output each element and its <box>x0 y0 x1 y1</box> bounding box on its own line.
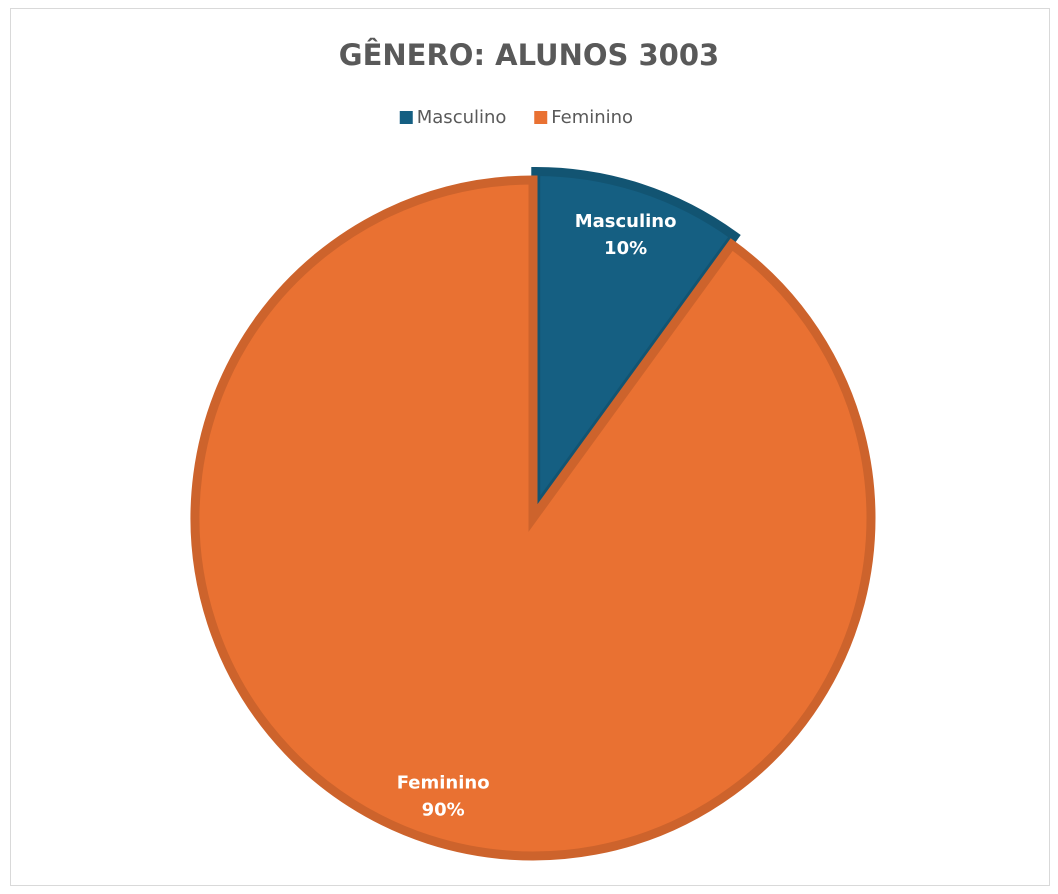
chart-title: GÊNERO: ALUNOS 3003 <box>339 38 719 72</box>
pie-slice <box>531 166 741 524</box>
legend-label: Masculino <box>417 107 507 128</box>
data-label-category: Masculino <box>575 211 677 232</box>
pie-slice <box>190 175 876 861</box>
data-label: Masculino 10% <box>575 211 677 259</box>
legend-label: Feminino <box>551 107 633 128</box>
data-label: Feminino 90% <box>397 773 490 821</box>
legend: Masculino Feminino <box>399 107 633 128</box>
legend-swatch <box>534 111 548 124</box>
data-label-value: 10% <box>604 238 647 259</box>
data-label-value: 90% <box>422 800 465 821</box>
data-label-category: Feminino <box>397 773 490 794</box>
legend-swatch <box>399 111 413 124</box>
